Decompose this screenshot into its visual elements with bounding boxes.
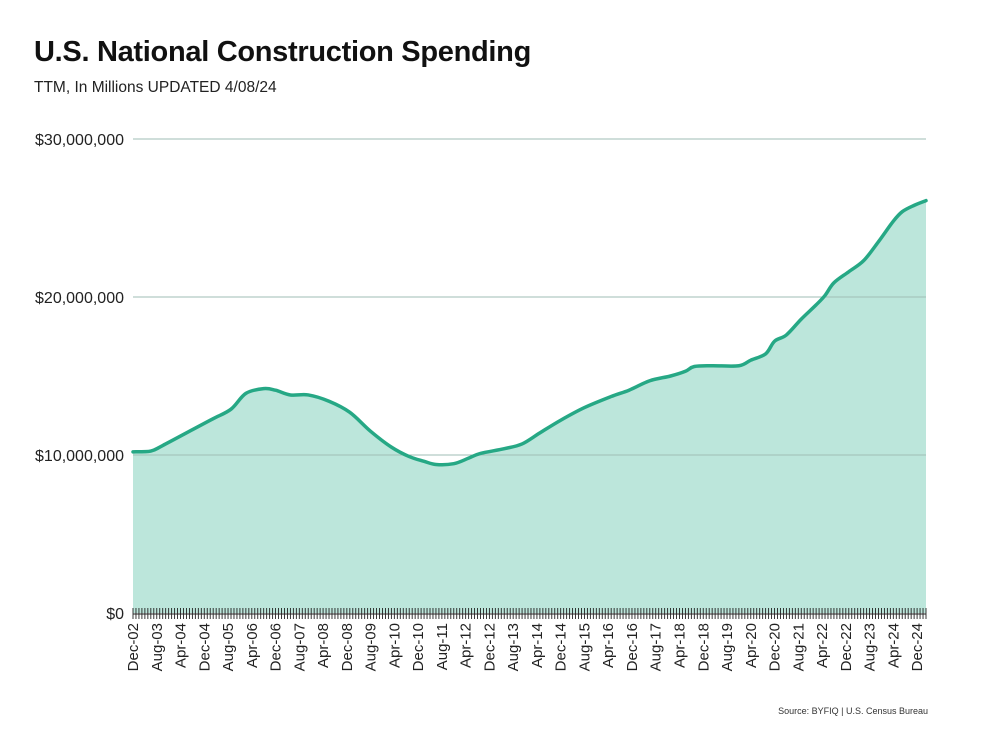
series-area-fill bbox=[133, 200, 926, 613]
x-tick-label: Aug-07 bbox=[291, 623, 308, 671]
x-tick-label: Aug-17 bbox=[648, 623, 665, 671]
x-tick-label: Aug-11 bbox=[434, 623, 451, 670]
x-tick-label: Aug-21 bbox=[790, 623, 807, 671]
x-tick-label: Dec-24 bbox=[909, 623, 926, 671]
x-tick-label: Aug-03 bbox=[149, 623, 166, 671]
x-tick-label: Apr-18 bbox=[671, 623, 688, 668]
y-tick-label: $30,000,000 bbox=[35, 132, 124, 149]
x-tick-label: Aug-05 bbox=[220, 623, 237, 671]
x-tick-label: Apr-16 bbox=[600, 623, 617, 668]
x-tick-label: Apr-22 bbox=[814, 623, 831, 668]
x-tick-label: Dec-14 bbox=[553, 623, 570, 671]
x-tick-label: Dec-02 bbox=[125, 623, 142, 671]
y-tick-label: $10,000,000 bbox=[35, 448, 124, 465]
x-tick-label: Apr-12 bbox=[458, 623, 475, 668]
x-tick-label: Aug-23 bbox=[862, 623, 879, 671]
x-tick-label: Dec-04 bbox=[196, 623, 213, 671]
x-tick-label: Apr-08 bbox=[315, 623, 332, 668]
chart-subtitle: TTM, In Millions UPDATED 4/08/24 bbox=[34, 79, 277, 96]
x-tick-label: Dec-06 bbox=[268, 623, 285, 671]
x-tick-label: Dec-12 bbox=[481, 623, 498, 671]
x-tick-label: Dec-22 bbox=[838, 623, 855, 671]
x-tick-label: Aug-19 bbox=[719, 623, 736, 671]
y-axis: $0 $10,000,000 $20,000,000 $30,000,000 bbox=[35, 132, 124, 623]
source-note: Source: BYFIQ | U.S. Census Bureau bbox=[778, 706, 928, 716]
y-tick-label: $20,000,000 bbox=[35, 290, 124, 307]
x-tick-label: Apr-24 bbox=[885, 623, 902, 668]
x-tick-label: Dec-10 bbox=[410, 623, 427, 671]
x-tick-label: Aug-13 bbox=[505, 623, 522, 671]
x-tick-label: Aug-09 bbox=[363, 623, 380, 671]
x-tick-label: Apr-20 bbox=[743, 623, 760, 668]
series-layer bbox=[131, 138, 928, 613]
x-tick-label: Aug-15 bbox=[576, 623, 593, 671]
x-tick-label: Dec-18 bbox=[695, 623, 712, 671]
x-tick-label: Apr-14 bbox=[529, 623, 546, 668]
x-axis: Dec-02 Aug-03 Apr-04 Dec-04 Aug-05 Apr-06 Dec-… bbox=[125, 608, 927, 671]
x-tick-label: Dec-20 bbox=[767, 623, 784, 671]
series-line bbox=[131, 198, 928, 467]
x-tick-label: Apr-06 bbox=[244, 623, 261, 668]
x-tick-label: Dec-16 bbox=[624, 623, 641, 671]
chart-title: U.S. National Construction Spending bbox=[34, 36, 532, 68]
x-tick-label: Apr-10 bbox=[386, 623, 403, 668]
x-tick-label: Apr-04 bbox=[173, 623, 190, 668]
y-tick-label: $0 bbox=[106, 606, 124, 623]
x-tick-label: Dec-08 bbox=[339, 623, 356, 671]
